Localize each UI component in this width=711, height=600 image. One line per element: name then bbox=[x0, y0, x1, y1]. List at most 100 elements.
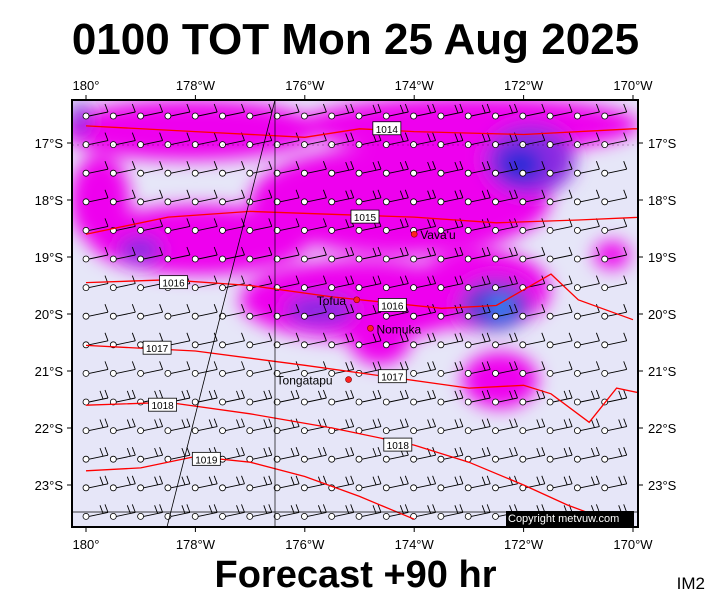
wind-shaft bbox=[225, 311, 245, 317]
wind-barb bbox=[104, 475, 109, 484]
wind-station bbox=[191, 484, 199, 492]
wind-shaft bbox=[498, 311, 518, 317]
wind-station bbox=[355, 455, 363, 463]
wind-barb bbox=[514, 275, 518, 284]
wind-shaft bbox=[307, 311, 327, 317]
wind-shaft bbox=[580, 197, 600, 203]
wind-shaft bbox=[416, 397, 436, 403]
wind-barb bbox=[459, 103, 464, 113]
wind-barb bbox=[568, 475, 573, 484]
wind-station bbox=[519, 398, 527, 406]
wind-barb bbox=[590, 447, 595, 457]
wind-station bbox=[328, 284, 336, 292]
wind-shaft bbox=[525, 340, 545, 346]
wind-shaft bbox=[88, 483, 109, 489]
lat-tick-label: 20°S bbox=[35, 307, 64, 322]
wind-barb bbox=[595, 189, 600, 198]
wind-barb bbox=[618, 476, 623, 485]
wind-station bbox=[300, 455, 308, 463]
wind-barb bbox=[595, 304, 600, 313]
wind-barb bbox=[181, 390, 186, 400]
wind-barb bbox=[427, 333, 432, 342]
wind-barb bbox=[317, 447, 322, 457]
wind-barb bbox=[131, 304, 136, 313]
wind-shaft bbox=[443, 225, 463, 231]
svg-text:1014: 1014 bbox=[376, 125, 399, 136]
place-label: Tongatapu bbox=[277, 374, 333, 388]
wind-shaft bbox=[252, 111, 272, 117]
place-marker bbox=[367, 324, 374, 332]
wind-shaft bbox=[416, 311, 436, 317]
lon-tick-label: 170°W bbox=[613, 78, 653, 93]
wind-station bbox=[464, 226, 472, 234]
wind-shaft bbox=[525, 197, 545, 203]
wind-barb bbox=[541, 189, 546, 198]
wind-barb bbox=[454, 276, 459, 285]
wind-barb bbox=[104, 161, 109, 170]
place-label: Tofua bbox=[317, 294, 347, 308]
wind-station bbox=[355, 112, 363, 120]
wind-shaft bbox=[389, 197, 409, 203]
wind-station bbox=[246, 312, 254, 320]
wind-shaft bbox=[88, 197, 109, 203]
wind-shaft bbox=[471, 225, 491, 231]
wind-barb bbox=[486, 332, 491, 341]
wind-shaft bbox=[498, 426, 518, 432]
wind-station bbox=[546, 112, 554, 120]
wind-station bbox=[437, 169, 445, 177]
wind-station bbox=[492, 255, 499, 263]
wind-barb bbox=[623, 246, 628, 256]
wind-station bbox=[300, 341, 308, 349]
wind-station bbox=[464, 369, 472, 377]
wind-station bbox=[164, 169, 172, 177]
wind-station bbox=[164, 312, 172, 320]
wind-barb bbox=[427, 276, 432, 285]
wind-barb bbox=[345, 161, 350, 171]
place-marker bbox=[345, 376, 352, 383]
wind-shaft bbox=[607, 168, 627, 174]
wind-station bbox=[519, 141, 527, 149]
place-marker bbox=[410, 230, 418, 238]
wind-station bbox=[492, 141, 499, 149]
wind-barb bbox=[345, 133, 350, 142]
wind-barb bbox=[213, 389, 218, 399]
wind-station bbox=[164, 484, 172, 492]
wind-barb bbox=[541, 475, 546, 484]
wind-barb bbox=[345, 362, 350, 371]
wind-barb bbox=[295, 361, 300, 370]
wind-shaft bbox=[280, 397, 300, 403]
wind-barb bbox=[514, 103, 518, 113]
wind-barb bbox=[514, 361, 518, 370]
wind-shaft bbox=[334, 283, 354, 289]
wind-station bbox=[109, 169, 117, 177]
wind-shaft bbox=[553, 168, 573, 174]
wind-barb bbox=[459, 475, 464, 484]
wind-station bbox=[300, 198, 308, 206]
wind-station bbox=[300, 141, 308, 149]
wind-barb bbox=[295, 103, 300, 113]
wind-barb bbox=[104, 332, 109, 341]
wind-shaft bbox=[307, 254, 327, 260]
wind-station bbox=[137, 312, 145, 320]
map-title: 0100 TOT Mon 25 Aug 2025 bbox=[71, 15, 640, 64]
wind-barb bbox=[432, 161, 437, 170]
wind-shaft bbox=[334, 254, 354, 260]
wind-station bbox=[546, 198, 554, 206]
wind-station bbox=[328, 112, 336, 120]
wind-station bbox=[464, 284, 472, 292]
wind-shaft bbox=[198, 511, 218, 517]
wind-barb bbox=[241, 447, 245, 456]
wind-station bbox=[164, 427, 172, 435]
wind-barb bbox=[432, 218, 437, 227]
wind-barb bbox=[623, 103, 628, 113]
wind-barb bbox=[350, 246, 355, 256]
wind-barb bbox=[295, 189, 300, 198]
wind-barb bbox=[213, 246, 218, 256]
forecast-subtitle: Forecast +90 hr bbox=[214, 554, 497, 596]
wind-barb bbox=[432, 132, 437, 141]
wind-station bbox=[109, 513, 117, 520]
wind-barb bbox=[345, 447, 350, 457]
wind-barb bbox=[568, 246, 573, 256]
wind-station bbox=[519, 226, 527, 234]
wind-barb bbox=[454, 104, 459, 114]
